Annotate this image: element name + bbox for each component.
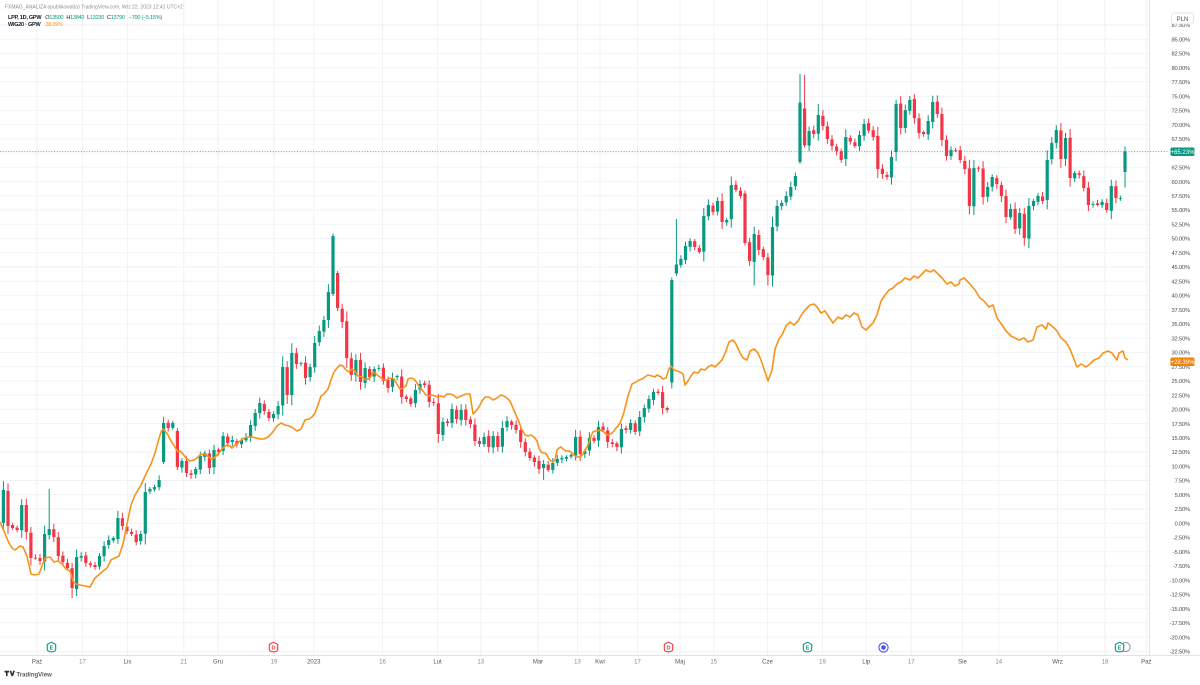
svg-text:2.50%: 2.50%	[1175, 507, 1190, 513]
svg-text:-20.00%: -20.00%	[1170, 635, 1190, 641]
svg-text:2023: 2023	[307, 660, 321, 666]
svg-text:Sie: Sie	[958, 660, 967, 666]
svg-text:42.50%: 42.50%	[1172, 279, 1191, 285]
svg-text:-2.50%: -2.50%	[1173, 536, 1190, 542]
svg-text:27.50%: 27.50%	[1172, 365, 1191, 371]
svg-text:-7.50%: -7.50%	[1173, 564, 1190, 570]
svg-text:E: E	[806, 646, 810, 652]
svg-text:-12.50%: -12.50%	[1170, 593, 1190, 599]
svg-text:Cze: Cze	[762, 660, 773, 666]
svg-text:55.00%: 55.00%	[1172, 208, 1191, 214]
svg-text:-15.00%: -15.00%	[1170, 607, 1190, 613]
svg-text:D: D	[667, 646, 671, 652]
svg-text:87.50%: 87.50%	[1172, 23, 1191, 29]
svg-text:47.50%: 47.50%	[1172, 251, 1191, 257]
svg-text:-5.00%: -5.00%	[1173, 550, 1190, 556]
svg-text:FXMAG_ANALIZA opublikował(a) T: FXMAG_ANALIZA opublikował(a) TradingView…	[5, 5, 183, 11]
svg-text:13: 13	[574, 660, 581, 666]
svg-text:+65.23%: +65.23%	[1171, 150, 1196, 156]
svg-text:Lip: Lip	[862, 660, 871, 666]
svg-text:19: 19	[819, 660, 826, 666]
svg-text:62.50%: 62.50%	[1172, 166, 1191, 172]
svg-text:18: 18	[1102, 660, 1109, 666]
svg-text:15: 15	[710, 660, 717, 666]
svg-text:10.00%: 10.00%	[1172, 465, 1191, 471]
svg-text:50.00%: 50.00%	[1172, 237, 1191, 243]
svg-text:30.00%: 30.00%	[1172, 351, 1191, 357]
svg-text:Mar: Mar	[533, 660, 543, 666]
svg-text:+28.39%: +28.39%	[1171, 360, 1196, 366]
svg-text:Lis: Lis	[124, 660, 132, 666]
svg-text:14: 14	[995, 660, 1002, 666]
svg-text:17.50%: 17.50%	[1172, 422, 1191, 428]
svg-text:35.00%: 35.00%	[1172, 322, 1191, 328]
svg-text:12.50%: 12.50%	[1172, 450, 1191, 456]
svg-text:15.00%: 15.00%	[1172, 436, 1191, 442]
svg-text:17: 17	[908, 660, 915, 666]
svg-text:Gru: Gru	[213, 660, 223, 666]
svg-text:19: 19	[271, 660, 278, 666]
svg-text:Maj: Maj	[675, 660, 685, 666]
svg-text:Lut: Lut	[433, 660, 442, 666]
svg-text:Kwi: Kwi	[595, 660, 605, 666]
svg-text:57.50%: 57.50%	[1172, 194, 1191, 200]
svg-text:-10.00%: -10.00%	[1170, 578, 1190, 584]
svg-text:22.50%: 22.50%	[1172, 393, 1191, 399]
svg-text:D: D	[272, 646, 276, 652]
svg-text:60.00%: 60.00%	[1172, 180, 1191, 186]
svg-text:72.50%: 72.50%	[1172, 109, 1191, 115]
svg-text:32.50%: 32.50%	[1172, 336, 1191, 342]
svg-text:77.50%: 77.50%	[1172, 80, 1191, 86]
svg-text:80.00%: 80.00%	[1172, 66, 1191, 72]
svg-text:7.50%: 7.50%	[1175, 479, 1190, 485]
svg-text:40.00%: 40.00%	[1172, 294, 1191, 300]
svg-text:45.00%: 45.00%	[1172, 265, 1191, 271]
svg-text:20.00%: 20.00%	[1172, 408, 1191, 414]
svg-text:0.00%: 0.00%	[1175, 521, 1190, 527]
svg-text:52.50%: 52.50%	[1172, 223, 1191, 229]
svg-text:5.00%: 5.00%	[1175, 493, 1190, 499]
svg-text:-17.50%: -17.50%	[1170, 621, 1190, 627]
svg-text:75.00%: 75.00%	[1172, 94, 1191, 100]
svg-text:Wrz: Wrz	[1052, 660, 1063, 666]
svg-text:E: E	[1118, 646, 1122, 652]
svg-text:21: 21	[180, 660, 187, 666]
svg-text:17: 17	[634, 660, 641, 666]
svg-text:13: 13	[477, 660, 484, 666]
svg-text:-22.50%: -22.50%	[1170, 650, 1190, 656]
svg-text:70.00%: 70.00%	[1172, 123, 1191, 129]
svg-text:Paź: Paź	[32, 660, 42, 666]
svg-text:37.50%: 37.50%	[1172, 308, 1191, 314]
svg-text:16: 16	[379, 660, 386, 666]
svg-text:TradingView: TradingView	[17, 673, 53, 679]
svg-text:82.50%: 82.50%	[1172, 52, 1191, 58]
svg-text:PLN: PLN	[1177, 17, 1189, 23]
svg-text:85.00%: 85.00%	[1172, 37, 1191, 43]
svg-text:17: 17	[79, 660, 86, 666]
svg-text:25.00%: 25.00%	[1172, 379, 1191, 385]
svg-text:Paź: Paź	[1141, 660, 1151, 666]
svg-text:E: E	[50, 646, 54, 652]
svg-text:67.50%: 67.50%	[1172, 137, 1191, 143]
